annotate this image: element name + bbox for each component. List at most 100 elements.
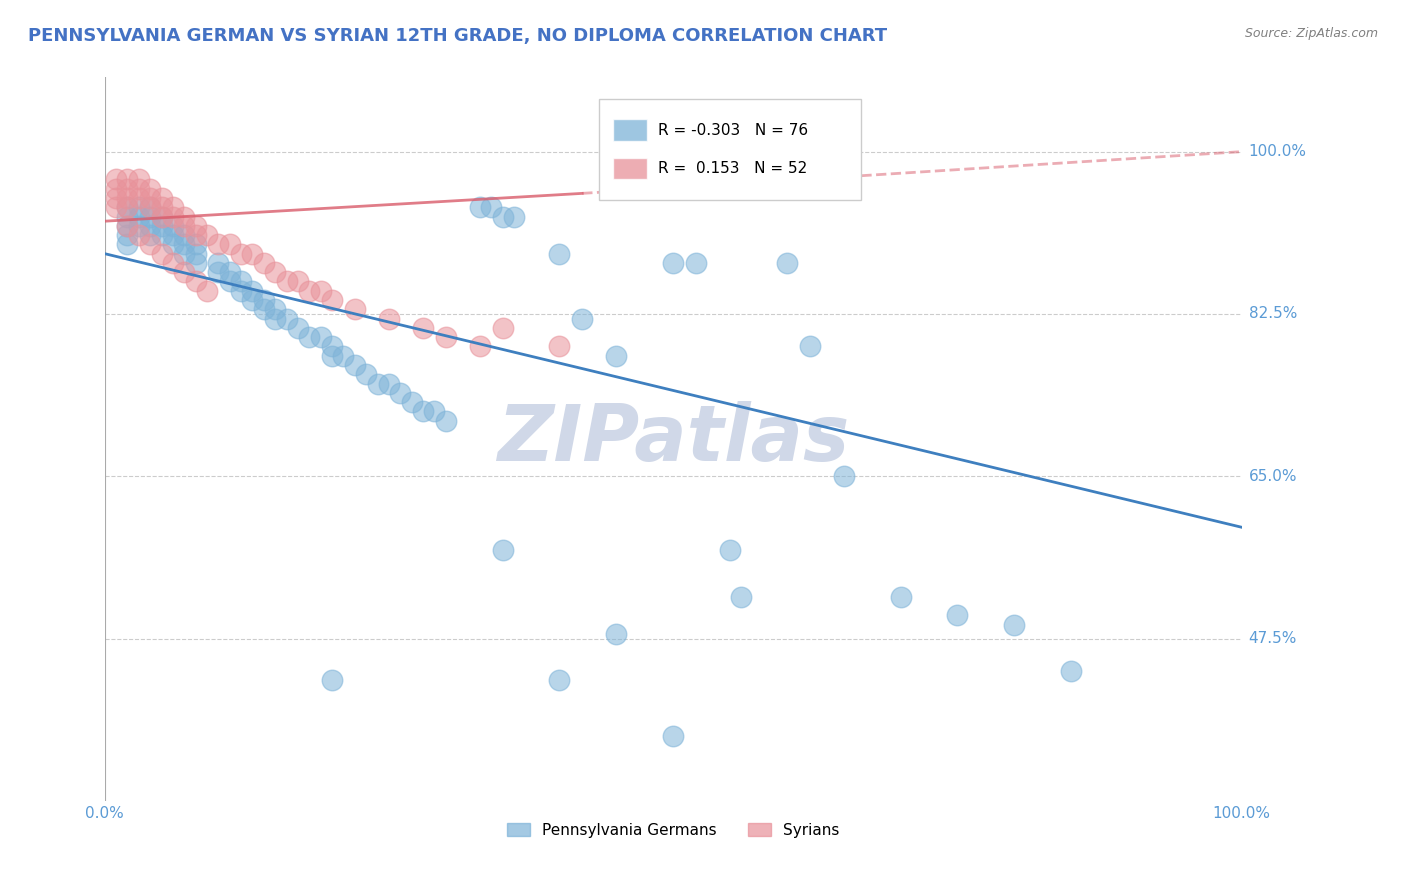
Point	[253, 302, 276, 317]
FancyBboxPatch shape	[613, 158, 647, 179]
Point	[253, 293, 276, 307]
Point	[321, 673, 343, 688]
Point	[128, 182, 150, 196]
Point	[423, 404, 446, 418]
Point	[184, 256, 207, 270]
Point	[685, 256, 707, 270]
Point	[401, 395, 423, 409]
Point	[117, 182, 139, 196]
Text: 100.0%: 100.0%	[1249, 145, 1306, 159]
Point	[718, 543, 741, 558]
Point	[309, 284, 332, 298]
Point	[128, 228, 150, 243]
Point	[321, 293, 343, 307]
Point	[276, 275, 298, 289]
Point	[117, 172, 139, 186]
Text: R = -0.303   N = 76: R = -0.303 N = 76	[658, 123, 808, 137]
Point	[128, 191, 150, 205]
Point	[207, 265, 229, 279]
Legend: Pennsylvania Germans, Syrians: Pennsylvania Germans, Syrians	[501, 816, 845, 844]
Point	[173, 219, 195, 233]
Point	[150, 246, 173, 260]
Point	[162, 228, 184, 243]
Point	[139, 182, 162, 196]
Text: 47.5%: 47.5%	[1249, 631, 1296, 646]
Point	[378, 376, 401, 391]
Point	[173, 246, 195, 260]
Point	[412, 404, 434, 418]
FancyBboxPatch shape	[613, 120, 647, 141]
Point	[207, 237, 229, 252]
Point	[162, 237, 184, 252]
Point	[309, 330, 332, 344]
Point	[776, 256, 799, 270]
Point	[434, 414, 457, 428]
Point	[491, 321, 513, 335]
Point	[117, 219, 139, 233]
Point	[184, 237, 207, 252]
Point	[343, 358, 366, 372]
Point	[139, 210, 162, 224]
Point	[139, 228, 162, 243]
Point	[229, 284, 252, 298]
Point	[173, 228, 195, 243]
Point	[105, 172, 128, 186]
Point	[799, 339, 821, 353]
Point	[276, 311, 298, 326]
Point	[332, 349, 354, 363]
Point	[298, 330, 321, 344]
Point	[150, 210, 173, 224]
Text: R =  0.153   N = 52: R = 0.153 N = 52	[658, 161, 807, 176]
Point	[162, 256, 184, 270]
Text: Source: ZipAtlas.com: Source: ZipAtlas.com	[1244, 27, 1378, 40]
Point	[117, 210, 139, 224]
Point	[150, 200, 173, 214]
Point	[184, 228, 207, 243]
Point	[150, 191, 173, 205]
Point	[117, 200, 139, 214]
Point	[503, 210, 526, 224]
Point	[105, 191, 128, 205]
Point	[389, 385, 412, 400]
Point	[548, 246, 571, 260]
Point	[264, 311, 287, 326]
Text: PENNSYLVANIA GERMAN VS SYRIAN 12TH GRADE, NO DIPLOMA CORRELATION CHART: PENNSYLVANIA GERMAN VS SYRIAN 12TH GRADE…	[28, 27, 887, 45]
Point	[548, 339, 571, 353]
Point	[571, 311, 593, 326]
Point	[287, 275, 309, 289]
Point	[195, 228, 218, 243]
Point	[105, 200, 128, 214]
Point	[354, 368, 377, 382]
Point	[434, 330, 457, 344]
Point	[117, 191, 139, 205]
Point	[242, 284, 264, 298]
Point	[468, 339, 491, 353]
Point	[117, 219, 139, 233]
Point	[242, 293, 264, 307]
Point	[730, 590, 752, 604]
Point	[662, 256, 685, 270]
Point	[253, 256, 276, 270]
Point	[1002, 617, 1025, 632]
FancyBboxPatch shape	[599, 99, 860, 201]
Point	[139, 237, 162, 252]
Point	[184, 275, 207, 289]
Point	[605, 627, 627, 641]
Point	[184, 246, 207, 260]
Point	[139, 200, 162, 214]
Point	[264, 265, 287, 279]
Point	[890, 590, 912, 604]
Point	[173, 237, 195, 252]
Point	[548, 673, 571, 688]
Point	[605, 349, 627, 363]
Point	[117, 228, 139, 243]
Point	[173, 265, 195, 279]
Point	[343, 302, 366, 317]
Point	[207, 256, 229, 270]
Point	[218, 237, 240, 252]
Point	[173, 210, 195, 224]
Text: 82.5%: 82.5%	[1249, 307, 1296, 321]
Point	[468, 200, 491, 214]
Point	[150, 219, 173, 233]
Point	[128, 210, 150, 224]
